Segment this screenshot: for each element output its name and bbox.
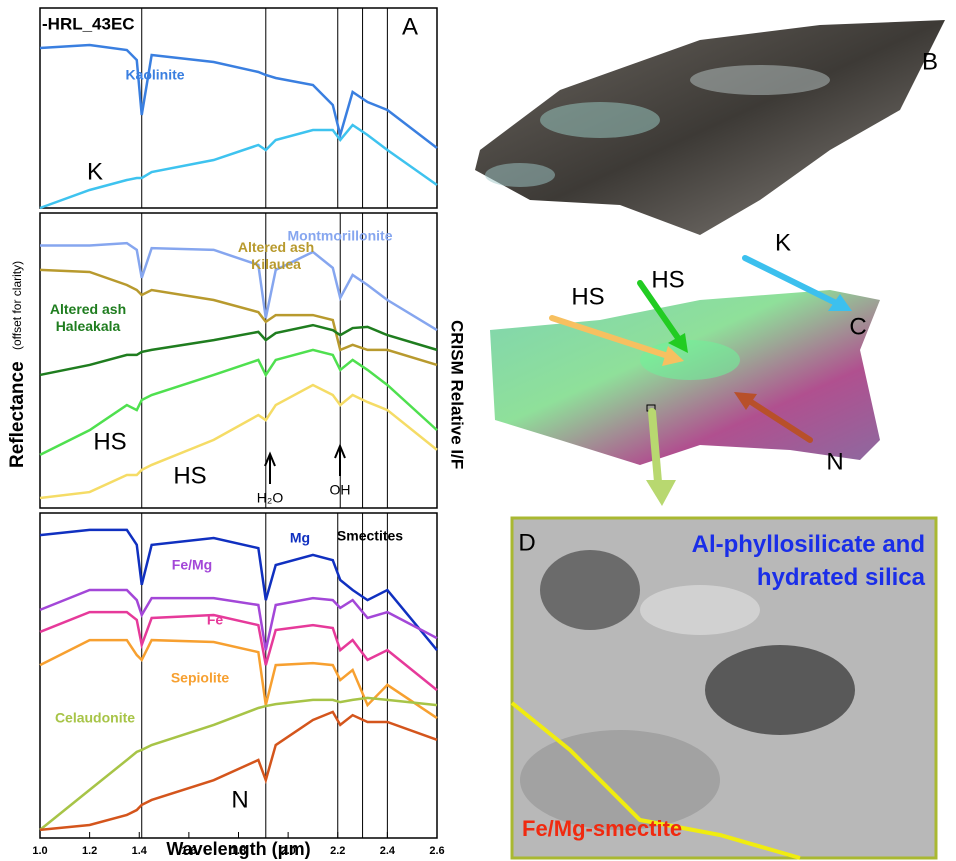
series-label: K	[87, 164, 103, 181]
x-tick-label: 1.2	[82, 845, 97, 857]
x-axis-title: Wavelength (μm)	[166, 839, 310, 859]
series-label: Fe/Mg	[172, 557, 212, 574]
series-label: HS	[93, 434, 126, 451]
image-label: HS	[651, 272, 684, 289]
image-label: HS	[571, 289, 604, 306]
image-label: D	[518, 535, 535, 552]
y-axis-note: (offset for clarity)	[10, 261, 24, 350]
series-label: Altered ash Haleakala	[33, 301, 143, 335]
x-tick-label: 1.0	[32, 845, 47, 857]
x-tick-label: 2.2	[330, 845, 345, 857]
image-text: Fe/Mg-smectite	[522, 820, 682, 837]
series-line	[40, 45, 437, 148]
series-label: Kaolinite	[125, 67, 184, 84]
series-label: Fe	[207, 612, 223, 629]
annotation: Smectites	[337, 528, 403, 545]
x-tick-label: 2.6	[429, 845, 444, 857]
image-label: N	[826, 454, 843, 471]
y2-axis-title: CRISM Relative I/F	[448, 320, 467, 469]
image-label: C	[849, 319, 866, 336]
image-text: Al-phyllosilicate and hydrated silica	[675, 528, 925, 594]
series-label: Sepiolite	[171, 670, 229, 687]
series-label: Celaudonite	[55, 710, 135, 727]
image-b	[475, 20, 945, 235]
annotation-arrow	[265, 454, 275, 484]
series-line	[40, 640, 437, 718]
image-label: B	[922, 54, 938, 71]
x-tick-label: 1.4	[132, 845, 148, 857]
series-label: Altered ash Kilauea	[231, 239, 321, 273]
series-line	[40, 612, 437, 690]
figure-canvas: -HRL_43ECA1.01.21.41.61.82.02.22.42.6Wav…	[0, 0, 956, 861]
annotation: OH	[330, 482, 351, 499]
series-label: N	[231, 792, 248, 809]
y-axis-title: Reflectance	[7, 361, 28, 468]
annotation: H₂O	[257, 490, 283, 507]
annotation-arrow	[335, 446, 345, 476]
image-c	[490, 290, 880, 465]
x-tick-label: 2.4	[380, 845, 396, 857]
chart-title: -HRL_43EC	[42, 14, 135, 33]
image-label: K	[775, 235, 791, 252]
series-label: HS	[173, 468, 206, 485]
panel-label: A	[402, 13, 418, 40]
figure: -HRL_43ECA1.01.21.41.61.82.02.22.42.6Wav…	[0, 0, 956, 861]
series-label: Mg	[290, 530, 310, 547]
